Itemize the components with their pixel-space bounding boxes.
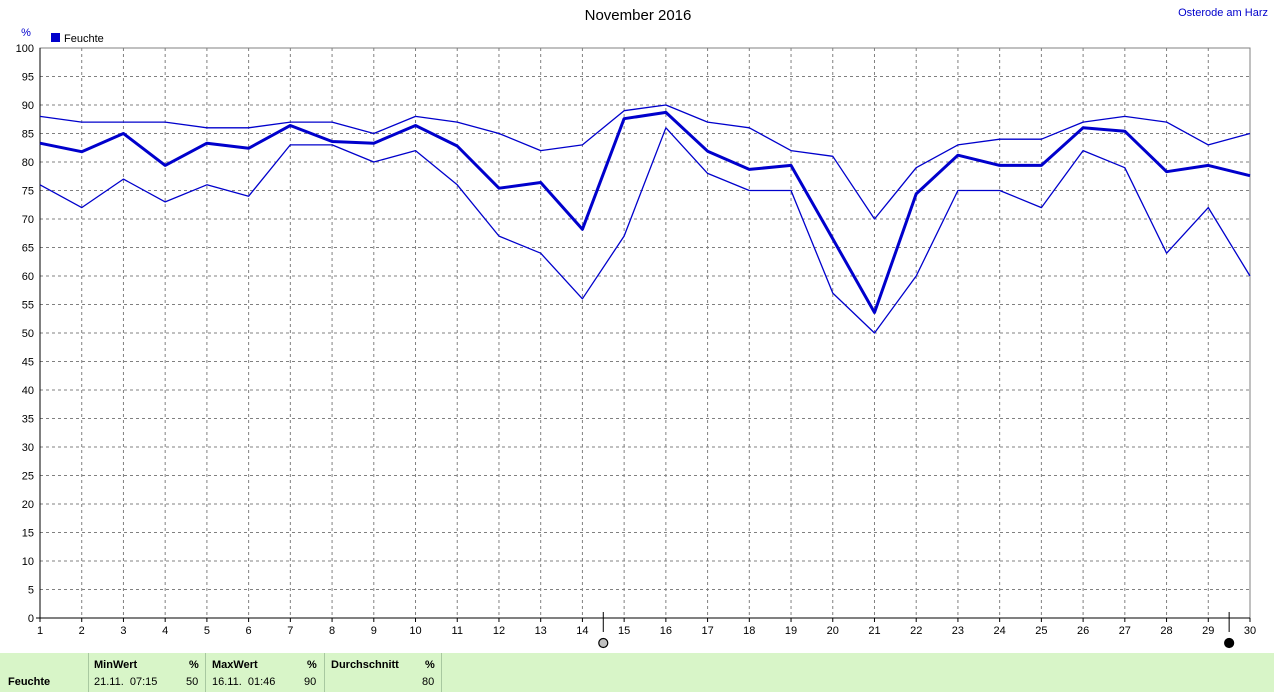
min-value: 50 — [186, 676, 199, 688]
x-tick-label: 20 — [827, 625, 839, 637]
y-tick-label: 15 — [22, 528, 34, 540]
x-tick-label: 19 — [785, 625, 797, 637]
y-tick-label: 65 — [22, 243, 34, 255]
x-tick-label: 21 — [868, 625, 880, 637]
x-tick-label: 22 — [910, 625, 922, 637]
x-tick-label: 26 — [1077, 625, 1089, 637]
x-tick-label: 29 — [1202, 625, 1214, 637]
full-moon-icon — [598, 637, 609, 649]
y-tick-label: 75 — [22, 186, 34, 198]
y-axis-unit: % — [21, 27, 31, 39]
y-tick-label: 25 — [22, 471, 34, 483]
avg-value: 80 — [422, 676, 435, 688]
x-tick-label: 9 — [371, 625, 377, 637]
y-tick-label: 70 — [22, 214, 34, 226]
x-tick-label: 30 — [1244, 625, 1256, 637]
x-tick-label: 16 — [660, 625, 672, 637]
y-tick-label: 90 — [22, 100, 34, 112]
y-tick-label: 100 — [16, 43, 34, 55]
x-tick-label: 27 — [1119, 625, 1131, 637]
min-datetime: 21.11. 07:15 — [94, 676, 158, 688]
x-tick-label: 24 — [994, 625, 1006, 637]
y-tick-label: 0 — [28, 613, 34, 625]
y-tick-label: 35 — [22, 414, 34, 426]
y-tick-label: 80 — [22, 157, 34, 169]
series-line-min — [39, 127, 1251, 334]
x-tick-label: 15 — [618, 625, 630, 637]
y-tick-label: 55 — [22, 300, 34, 312]
avg-unit: % — [425, 659, 435, 671]
y-tick-label: 50 — [22, 328, 34, 340]
x-tick-label: 3 — [120, 625, 126, 637]
stats-panel: Feuchte MinWert % 21.11. 07:15 50 MaxWer… — [0, 653, 1274, 692]
x-tick-label: 6 — [246, 625, 252, 637]
x-tick-label: 7 — [287, 625, 293, 637]
max-value: 90 — [304, 676, 317, 688]
x-tick-label: 12 — [493, 625, 505, 637]
y-tick-label: 20 — [22, 499, 34, 511]
chart-title: November 2016 — [585, 7, 692, 24]
x-tick-label: 23 — [952, 625, 964, 637]
y-tick-label: 60 — [22, 271, 34, 283]
series-line-max — [39, 104, 1251, 220]
series-line-avg — [39, 110, 1251, 314]
x-tick-label: 11 — [452, 625, 463, 637]
x-tick-label: 13 — [535, 625, 547, 637]
humidity-chart: November 2016 Osterode am Harz % Feuchte… — [16, 7, 1268, 649]
stats-divider — [205, 653, 206, 692]
new-moon-icon — [1224, 637, 1235, 649]
y-tick-label: 5 — [28, 585, 34, 597]
max-datetime: 16.11. 01:46 — [212, 676, 276, 688]
y-tick-label: 10 — [22, 556, 34, 568]
y-tick-label: 30 — [22, 442, 34, 454]
x-tick-label: 28 — [1160, 625, 1172, 637]
max-label: MaxWert — [212, 659, 258, 671]
x-tick-label: 14 — [576, 625, 588, 637]
stats-divider — [324, 653, 325, 692]
stats-divider — [88, 653, 89, 692]
x-tick-label: 25 — [1035, 625, 1047, 637]
y-tick-label: 95 — [22, 72, 34, 84]
x-tick-label: 5 — [204, 625, 210, 637]
y-tick-label: 45 — [22, 357, 34, 369]
min-unit: % — [189, 659, 199, 671]
stats-row-label: Feuchte — [8, 676, 51, 688]
y-tick-label: 85 — [22, 129, 34, 141]
location-label: Osterode am Harz — [1178, 7, 1268, 19]
x-tick-label: 17 — [701, 625, 713, 637]
max-unit: % — [307, 659, 317, 671]
legend-swatch — [51, 33, 60, 42]
avg-label: Durchschnitt — [331, 659, 399, 671]
stats-divider — [441, 653, 442, 692]
x-tick-label: 4 — [162, 625, 168, 637]
min-label: MinWert — [94, 659, 138, 671]
x-tick-label: 10 — [409, 625, 421, 637]
x-tick-label: 1 — [37, 625, 43, 637]
x-tick-label: 8 — [329, 625, 335, 637]
legend-label: Feuchte — [64, 33, 104, 45]
x-tick-label: 18 — [743, 625, 755, 637]
y-tick-label: 40 — [22, 385, 34, 397]
x-tick-label: 2 — [79, 625, 85, 637]
